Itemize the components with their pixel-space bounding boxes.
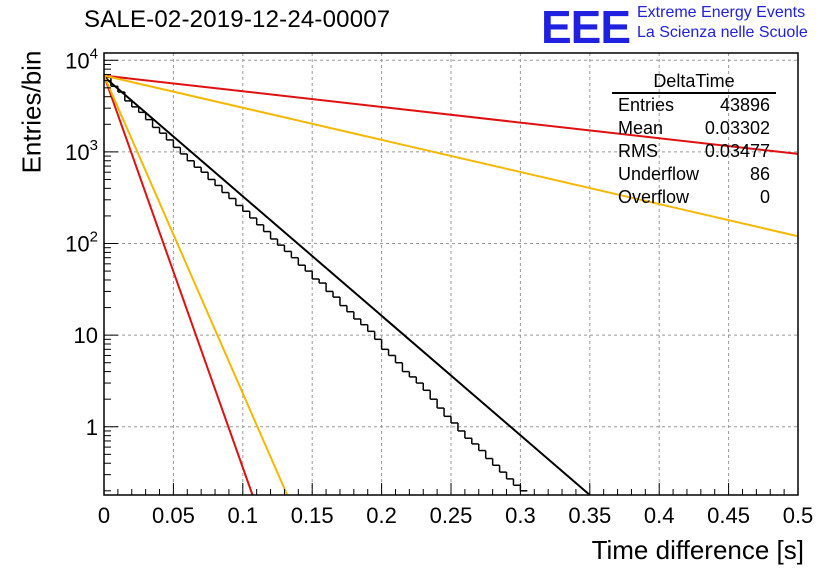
x-tick-label: 0.05 — [152, 503, 195, 528]
stats-box: DeltaTime Entries 43896 Mean 0.03302 RMS… — [612, 70, 776, 209]
y-tick-label: 1 — [86, 415, 98, 440]
x-tick-label: 0.5 — [783, 503, 814, 528]
x-tick-label: 0.25 — [430, 503, 473, 528]
stats-row: Mean 0.03302 — [612, 117, 776, 140]
eee-logo: EEE — [541, 1, 631, 53]
stats-title: DeltaTime — [612, 70, 776, 94]
fit-line — [103, 74, 799, 238]
y-tick-label: 10 — [74, 323, 98, 348]
x-axis-label: Time difference [s] — [591, 535, 804, 565]
x-tick-label: 0.4 — [644, 503, 675, 528]
logo-line-2: La Scienza nelle Scuole — [637, 24, 808, 41]
x-tick-label: 0.2 — [366, 503, 397, 528]
stats-value: 0.03477 — [704, 141, 770, 161]
grid — [104, 53, 798, 495]
stats-label: Mean — [618, 118, 664, 138]
y-tick-label: 103 — [65, 137, 98, 165]
stats-value: 86 — [749, 164, 770, 184]
stats-label: Underflow — [618, 164, 700, 184]
fit-line — [103, 75, 254, 496]
y-axis-label: Entries/bin — [16, 50, 47, 174]
y-tick-label: 104 — [65, 45, 98, 73]
x-tick-label: 0.35 — [568, 503, 611, 528]
stats-value: 0.03302 — [704, 118, 770, 138]
fit-line — [103, 74, 799, 155]
plot-title: SALE-02-2019-12-24-00007 — [84, 6, 391, 33]
stats-row: Underflow 86 — [612, 163, 776, 186]
stats-label: RMS — [618, 141, 658, 161]
y-tick-label: 102 — [65, 229, 98, 257]
fit-line — [103, 75, 289, 496]
logo-line-1: Extreme Energy Events — [637, 4, 806, 21]
fit-curves — [103, 74, 799, 496]
x-tick-label: 0.3 — [505, 503, 536, 528]
fit-line — [103, 76, 591, 496]
stats-row: RMS 0.03477 — [612, 140, 776, 163]
stats-label: Entries — [618, 95, 675, 115]
stats-row: Entries 43896 — [612, 94, 776, 117]
x-tick-label: 0 — [98, 503, 110, 528]
stats-value: 0 — [759, 187, 770, 207]
x-tick-label: 0.15 — [291, 503, 334, 528]
y-axis: 1 10 102 103 104 — [65, 45, 118, 492]
x-tick-label: 0.45 — [707, 503, 750, 528]
histogram — [104, 76, 528, 492]
x-axis: 0 0.05 0.1 0.15 0.2 0.25 0.3 0.35 0.4 0.45 0.5 — [98, 483, 813, 528]
stats-row: Overflow 0 — [612, 186, 776, 209]
stats-value: 43896 — [719, 95, 770, 115]
stats-label: Overflow — [618, 187, 690, 207]
x-tick-label: 0.1 — [228, 503, 259, 528]
